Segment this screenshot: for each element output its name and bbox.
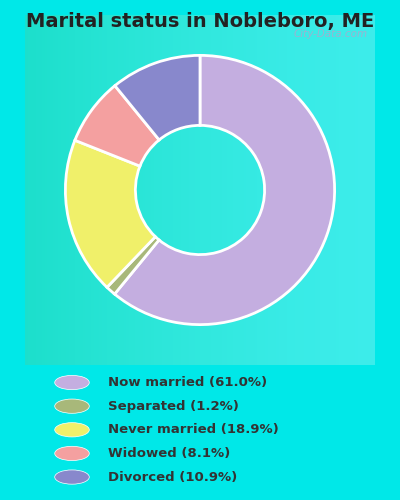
Text: City-Data.com: City-Data.com <box>294 29 368 39</box>
Wedge shape <box>65 140 155 288</box>
Ellipse shape <box>55 399 89 413</box>
Text: Marital status in Nobleboro, ME: Marital status in Nobleboro, ME <box>26 12 374 32</box>
Text: Divorced (10.9%): Divorced (10.9%) <box>108 470 237 484</box>
Text: Separated (1.2%): Separated (1.2%) <box>108 400 239 412</box>
Ellipse shape <box>55 376 89 390</box>
Ellipse shape <box>55 446 89 460</box>
Wedge shape <box>107 236 159 294</box>
Ellipse shape <box>55 422 89 437</box>
Wedge shape <box>114 56 335 324</box>
Wedge shape <box>115 56 200 140</box>
Wedge shape <box>75 86 159 166</box>
Text: Now married (61.0%): Now married (61.0%) <box>108 376 267 389</box>
Text: Widowed (8.1%): Widowed (8.1%) <box>108 447 230 460</box>
Ellipse shape <box>55 470 89 484</box>
Text: Never married (18.9%): Never married (18.9%) <box>108 424 279 436</box>
